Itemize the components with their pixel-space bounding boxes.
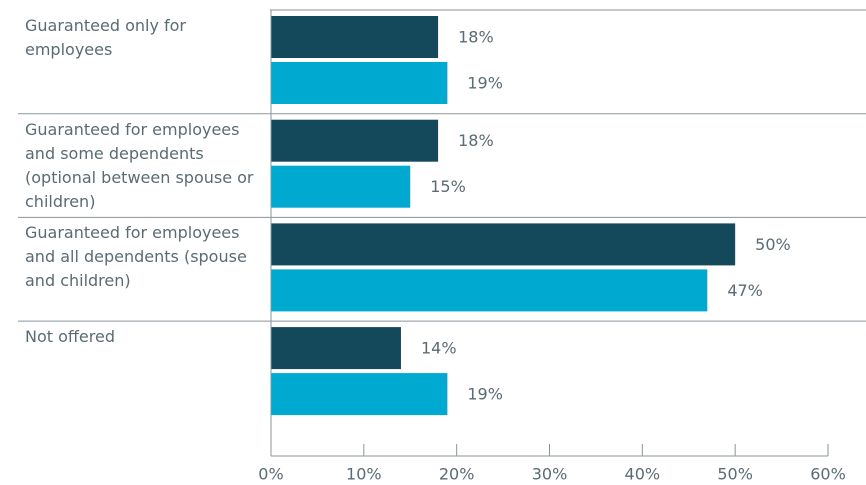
x-tick-label: 60% [810, 465, 846, 484]
bar [271, 223, 736, 266]
x-tick-label: 40% [625, 465, 661, 484]
value-label: 18% [458, 131, 494, 150]
bar [271, 165, 411, 208]
bar [271, 373, 448, 416]
bar [271, 16, 439, 58]
x-tick-label: 20% [439, 465, 475, 484]
category-label: Not offered [25, 327, 115, 347]
value-label: 18% [458, 28, 494, 47]
bar [271, 62, 448, 104]
x-tick-label: 10% [346, 465, 382, 484]
category-label: Guaranteed only for employees [25, 16, 186, 59]
category-label: Guaranteed for employees and some depend… [25, 119, 254, 211]
value-label: 19% [467, 385, 503, 404]
value-label: 15% [430, 177, 466, 196]
category-label: Guaranteed for employees and all depende… [25, 223, 247, 291]
x-tick-label: 30% [532, 465, 568, 484]
x-tick-label: 50% [717, 465, 753, 484]
bar [271, 269, 708, 312]
value-label: 50% [755, 235, 791, 254]
bar [271, 119, 439, 162]
bar [271, 327, 401, 370]
x-tick-label: 0% [258, 465, 283, 484]
value-label: 19% [467, 74, 503, 93]
value-label: 14% [421, 339, 457, 358]
value-label: 47% [727, 281, 763, 300]
